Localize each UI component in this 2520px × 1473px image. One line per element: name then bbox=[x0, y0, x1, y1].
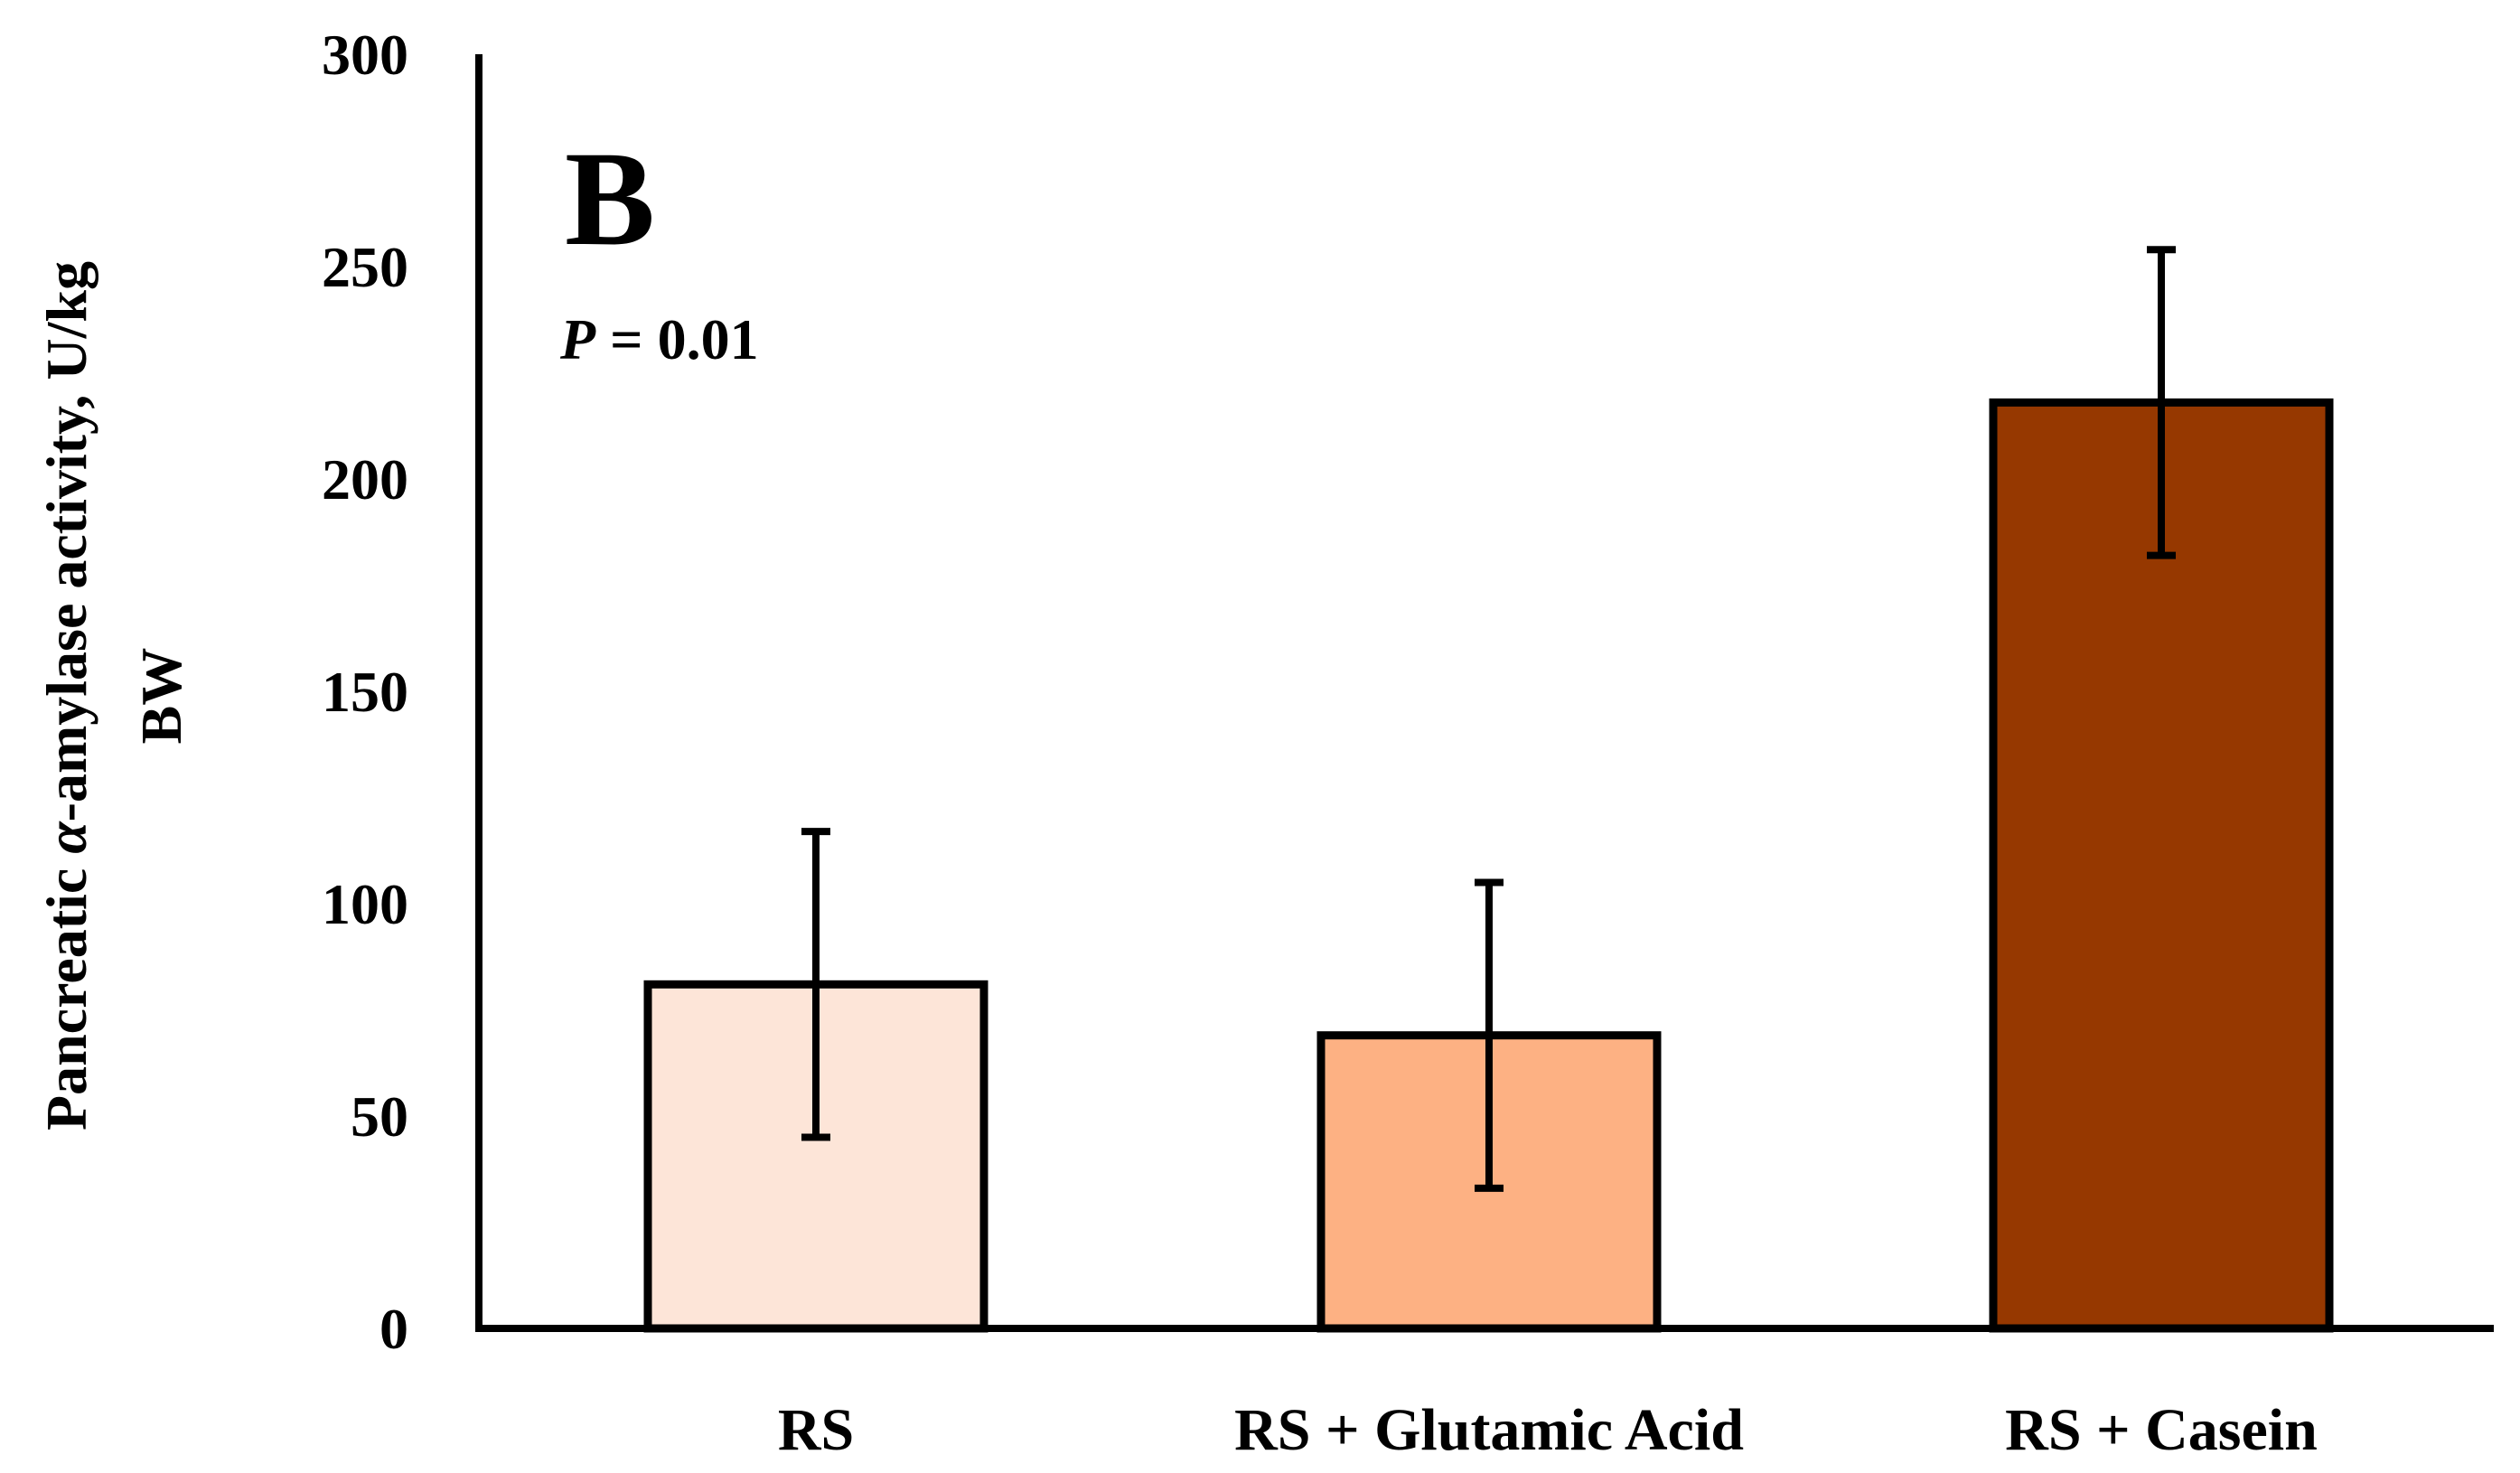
y-tick-label-250: 250 bbox=[322, 235, 408, 299]
axes-layer bbox=[475, 54, 2494, 1332]
error-bar-3 bbox=[2147, 246, 2176, 559]
y-tick-label-150: 150 bbox=[322, 660, 408, 724]
y-axis-title-suffix: -amylase activity, U/kg bbox=[34, 261, 98, 821]
x-category-label-1: RS bbox=[778, 1397, 854, 1463]
y-tick-label-300: 300 bbox=[322, 23, 408, 87]
y-tick-label-0: 0 bbox=[379, 1297, 408, 1361]
error-bars-layer bbox=[801, 246, 2176, 1192]
y-tick-label-100: 100 bbox=[322, 872, 408, 936]
y-axis-title-symbol: α bbox=[34, 821, 98, 854]
y-tick-label-50: 50 bbox=[351, 1084, 408, 1149]
labels-layer: 0 50 100 150 200 250 300 RS RS + Glutamic Acid RS… bbox=[322, 23, 2318, 1463]
p-value-text: = 0.01 bbox=[595, 307, 758, 371]
y-axis-title: Pancreatic α-amylase activity, U/kg bbox=[34, 261, 98, 1131]
y-axis-title-prefix: Pancreatic bbox=[34, 854, 98, 1131]
error-bar-1 bbox=[801, 828, 830, 1141]
x-category-label-3: RS + Casein bbox=[2005, 1397, 2318, 1463]
x-category-label-2: RS + Glutamic Acid bbox=[1234, 1397, 1744, 1463]
y-axis-title-line2: BW bbox=[129, 648, 193, 745]
p-symbol: P bbox=[559, 307, 596, 371]
p-value-annotation: P = 0.01 bbox=[559, 307, 759, 371]
y-tick-label-200: 200 bbox=[322, 447, 408, 511]
error-bar-2 bbox=[1475, 878, 1504, 1192]
panel-letter: B bbox=[565, 124, 655, 274]
